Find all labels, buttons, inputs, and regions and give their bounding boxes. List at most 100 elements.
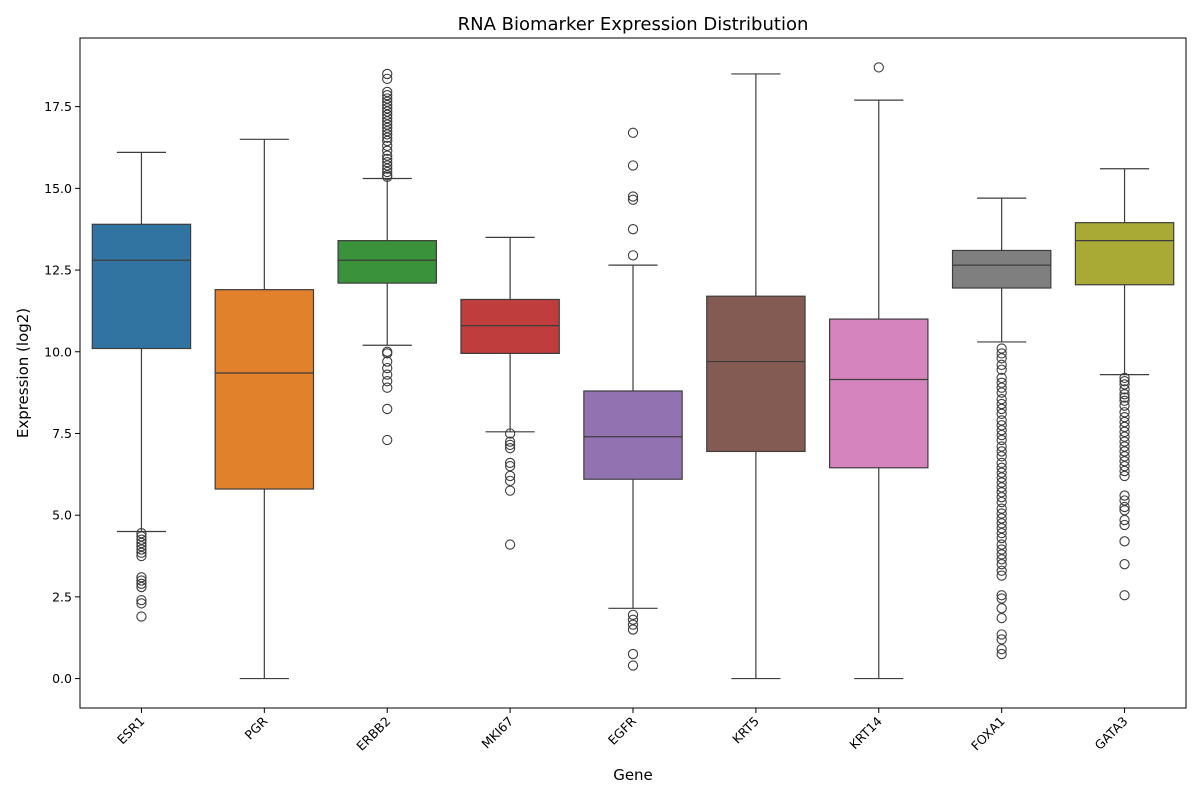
outlier-point: [1119, 416, 1130, 428]
outlier-point: [504, 485, 516, 496]
outlier-point: [1119, 470, 1130, 482]
outlier-point: [382, 93, 393, 104]
outlier-point: [996, 523, 1007, 534]
y-tick-label: 15.0: [44, 181, 72, 196]
outlier-point: [382, 135, 393, 147]
outlier-point: [996, 457, 1007, 469]
outlier-point: [996, 570, 1007, 581]
outlier-point: [382, 103, 393, 114]
outlier-point: [1119, 559, 1130, 570]
outlier-point: [382, 369, 393, 380]
outlier-point: [996, 590, 1007, 601]
outlier-point: [996, 467, 1007, 478]
box-esr1: [91, 223, 192, 350]
outlier-point: [504, 475, 516, 487]
outlier-point: [136, 531, 147, 542]
outlier-point: [136, 581, 147, 593]
outlier-point: [504, 470, 516, 482]
outlier-point: [996, 415, 1007, 426]
outlier-point: [627, 127, 639, 138]
outlier-point: [996, 359, 1007, 370]
outlier-point: [382, 140, 393, 152]
outlier-point: [504, 460, 516, 472]
outlier-point: [1119, 411, 1130, 423]
outlier-point: [996, 398, 1007, 410]
box-krt5: [706, 295, 806, 453]
outlier-point: [382, 99, 393, 111]
outlier-point: [136, 527, 147, 539]
outlier-point: [996, 644, 1007, 655]
box-gata3: [1074, 222, 1175, 286]
outlier-point: [382, 125, 393, 137]
outlier-point: [382, 116, 393, 127]
outlier-point: [996, 429, 1007, 441]
outlier-point: [1119, 441, 1130, 452]
outlier-point: [382, 122, 393, 134]
outlier-point: [1119, 490, 1130, 501]
outlier-point: [1119, 514, 1130, 526]
outlier-point: [1119, 501, 1130, 513]
outlier-point: [382, 73, 393, 85]
outlier-point: [504, 439, 516, 451]
y-tick-label: 10.0: [44, 344, 72, 359]
outlier-point: [136, 611, 147, 622]
outlier-point: [136, 594, 147, 606]
outlier-point: [136, 550, 147, 562]
outlier-point: [1119, 451, 1130, 462]
box-egfr: [583, 390, 683, 480]
y-tick-label: 2.5: [52, 589, 72, 604]
outlier-point: [996, 434, 1007, 446]
outlier-point: [996, 513, 1007, 524]
outlier-point: [382, 376, 393, 387]
outlier-point: [996, 408, 1007, 420]
outlier-point: [996, 518, 1007, 529]
outlier-point: [382, 362, 393, 374]
outlier-point: [627, 648, 639, 660]
outlier-point: [382, 166, 393, 178]
outlier-point: [996, 382, 1007, 393]
outlier-point: [996, 554, 1007, 565]
outlier-point: [382, 150, 393, 161]
y-axis-label: Expression (log2): [14, 308, 32, 438]
outlier-point: [1119, 407, 1130, 418]
outlier-point: [382, 160, 393, 171]
outlier-point: [996, 377, 1007, 388]
outlier-point: [996, 549, 1007, 560]
box-pgr: [214, 289, 315, 490]
outlier-point: [996, 343, 1007, 354]
outlier-point: [1119, 436, 1130, 447]
outlier-point: [996, 539, 1007, 550]
y-tick-label: 7.5: [52, 426, 72, 441]
outlier-point: [996, 593, 1007, 604]
outlier-point: [136, 547, 147, 558]
outlier-point: [627, 194, 639, 205]
outlier-point: [1119, 431, 1130, 442]
outlier-point: [627, 191, 639, 202]
outlier-point: [627, 660, 639, 671]
outlier-point: [627, 224, 639, 235]
outlier-point: [996, 492, 1007, 503]
outlier-point: [627, 250, 639, 261]
outlier-point: [504, 457, 516, 469]
outlier-point: [504, 539, 516, 550]
outlier-point: [382, 382, 393, 393]
y-tick-label: 17.5: [44, 99, 72, 114]
outlier-point: [136, 578, 147, 589]
outlier-point: [996, 565, 1007, 576]
outlier-point: [382, 129, 393, 140]
outlier-point: [996, 372, 1007, 384]
outlier-point: [996, 393, 1007, 405]
outlier-point: [1119, 372, 1130, 384]
y-tick-label: 5.0: [52, 508, 72, 523]
outlier-point: [1119, 389, 1130, 400]
outlier-point: [382, 145, 393, 156]
y-tick-label: 12.5: [44, 263, 72, 278]
outlier-point: [382, 119, 393, 130]
outlier-point: [1119, 460, 1130, 472]
outlier-point: [996, 425, 1007, 436]
outlier-point: [996, 559, 1007, 570]
y-tick-label: 0.0: [52, 671, 72, 686]
outlier-point: [382, 109, 393, 120]
